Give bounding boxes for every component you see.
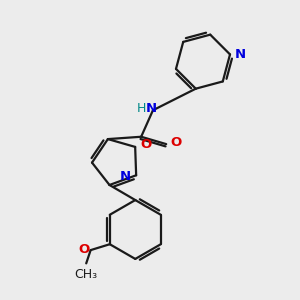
Text: N: N bbox=[146, 102, 157, 115]
Text: CH₃: CH₃ bbox=[75, 268, 98, 281]
Text: O: O bbox=[171, 136, 182, 149]
Text: N: N bbox=[120, 170, 131, 183]
Text: N: N bbox=[234, 48, 246, 61]
Text: O: O bbox=[140, 138, 152, 151]
Text: O: O bbox=[78, 243, 89, 256]
Text: H: H bbox=[137, 102, 146, 115]
